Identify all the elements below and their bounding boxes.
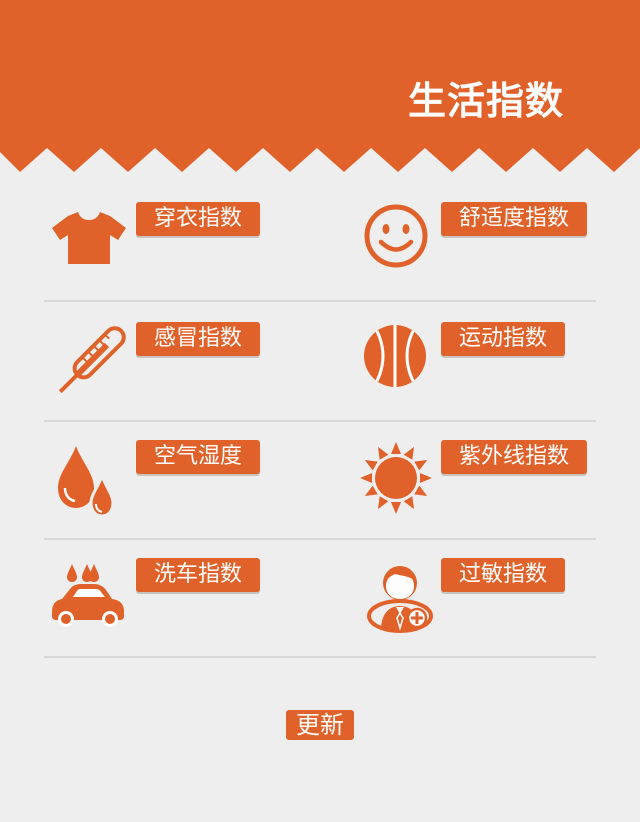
index-label: 紫外线指数 — [441, 440, 588, 474]
tshirt-icon — [50, 202, 130, 282]
car-wash-icon — [50, 558, 130, 638]
index-label: 运动指数 — [441, 322, 566, 356]
page-title: 生活指数 — [408, 79, 565, 123]
thermometer-icon — [50, 322, 130, 402]
basketball-icon — [355, 322, 435, 402]
index-label: 空气湿度 — [136, 440, 261, 474]
index-item-humidity[interactable]: 空气湿度 — [50, 440, 350, 558]
header-banner: 生活指数 — [0, 0, 640, 175]
index-item-allergy[interactable]: 过敏指数 — [355, 558, 640, 676]
row-divider — [44, 300, 596, 302]
index-item-clothing[interactable]: 穿衣指数 — [50, 202, 350, 320]
index-label: 洗车指数 — [136, 558, 261, 592]
index-item-cold[interactable]: 感冒指数 — [50, 322, 350, 440]
index-label: 感冒指数 — [136, 322, 261, 356]
index-label: 过敏指数 — [441, 558, 566, 592]
index-item-carwash[interactable]: 洗车指数 — [50, 558, 350, 676]
index-item-sport[interactable]: 运动指数 — [355, 322, 640, 440]
row-divider — [44, 656, 596, 658]
header-zigzag-background — [0, 0, 640, 172]
index-item-comfort[interactable]: 舒适度指数 — [355, 202, 640, 320]
row-divider — [44, 420, 596, 422]
sun-icon — [355, 440, 435, 520]
index-item-uv[interactable]: 紫外线指数 — [355, 440, 640, 558]
water-drops-icon — [50, 440, 130, 520]
index-label: 穿衣指数 — [136, 202, 261, 236]
row-divider — [44, 538, 596, 540]
index-label: 舒适度指数 — [441, 202, 588, 236]
update-button[interactable]: 更新 — [286, 710, 354, 740]
smiley-icon — [355, 202, 435, 282]
allergy-person-icon — [355, 558, 435, 638]
